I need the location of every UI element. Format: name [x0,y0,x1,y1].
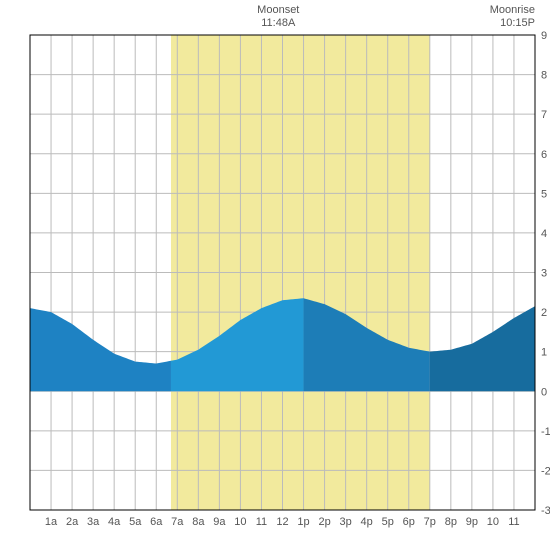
y-tick-label: 3 [541,268,547,280]
x-tick-label: 1p [297,516,309,528]
x-tick-label: 8p [445,516,457,528]
x-tick-label: 3p [340,516,352,528]
y-tick-label: -3 [541,505,550,517]
x-tick-label: 5a [129,516,142,528]
y-tick-label: 4 [541,228,547,240]
y-tick-label: 6 [541,149,547,161]
x-tick-label: 12 [276,516,288,528]
y-tick-label: 7 [541,109,547,121]
moonrise-title: Moonrise [490,4,535,16]
moonrise-label: Moonrise 10:15P [465,4,535,30]
x-tick-label: 2p [318,516,330,528]
x-tick-label: 4p [361,516,373,528]
x-tick-label: 10 [487,516,499,528]
y-tick-label: 8 [541,70,547,82]
x-tick-label: 11 [256,516,267,528]
y-tick-label: 2 [541,307,547,319]
y-tick-label: 9 [541,30,547,42]
x-tick-label: 6p [403,516,415,528]
moonset-label: Moonset 11:48A [248,4,308,30]
x-tick-label: 7a [171,516,184,528]
x-tick-label: 6a [150,516,163,528]
x-tick-label: 1a [45,516,58,528]
x-tick-label: 8a [192,516,205,528]
y-tick-label: -1 [541,426,550,438]
moonset-time: 11:48A [261,17,295,29]
x-tick-label: 2a [66,516,79,528]
chart-svg: 1a2a3a4a5a6a7a8a9a1011121p2p3p4p5p6p7p8p… [0,0,550,550]
x-tick-label: 7p [424,516,436,528]
tide-chart: Moonset 11:48A Moonrise 10:15P 1a 2a 3a 4a 5… [0,0,550,550]
x-tick-label: 10 [234,516,246,528]
x-tick-label: 5p [382,516,394,528]
moonset-title: Moonset [257,4,299,16]
y-tick-label: 5 [541,188,547,200]
x-tick-label: 9p [466,516,478,528]
tide-segment [30,308,171,391]
moonrise-time: 10:15P [500,17,535,29]
y-tick-label: 0 [541,386,547,398]
y-tick-label: -2 [541,465,550,477]
x-tick-label: 4a [108,516,121,528]
y-tick-label: 1 [541,347,547,359]
x-tick-label: 3a [87,516,100,528]
x-tick-label: 9a [213,516,226,528]
x-tick-label: 11 [508,516,519,528]
tide-segment [430,306,535,391]
